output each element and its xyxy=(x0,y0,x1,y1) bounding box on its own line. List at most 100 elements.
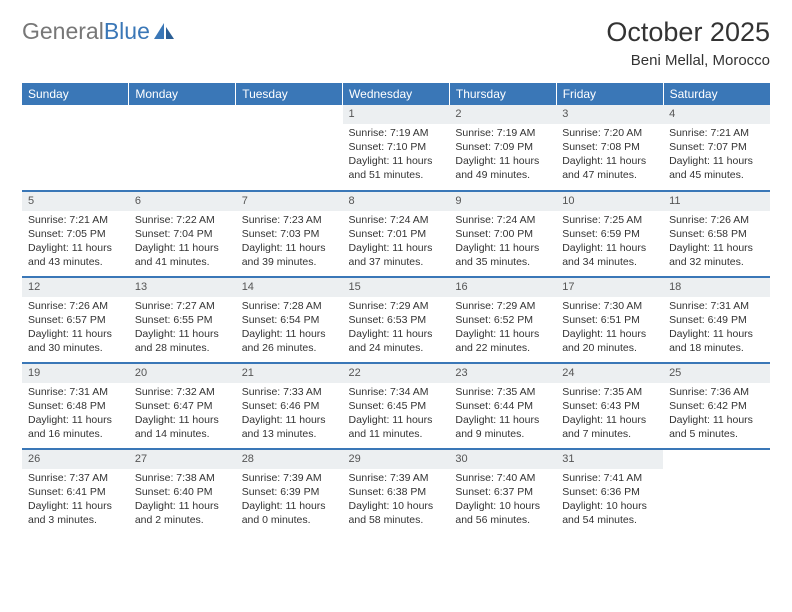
day-line: Sunrise: 7:38 AM xyxy=(135,471,230,485)
day-line: Sunrise: 7:29 AM xyxy=(455,299,550,313)
day-cell: 27Sunrise: 7:38 AMSunset: 6:40 PMDayligh… xyxy=(129,449,236,535)
day-cell xyxy=(22,105,129,191)
day-cell: 18Sunrise: 7:31 AMSunset: 6:49 PMDayligh… xyxy=(663,277,770,363)
day-line: Sunset: 6:47 PM xyxy=(135,399,230,413)
day-line: Sunset: 6:40 PM xyxy=(135,485,230,499)
day-cell: 24Sunrise: 7:35 AMSunset: 6:43 PMDayligh… xyxy=(556,363,663,449)
day-line: and 11 minutes. xyxy=(349,427,444,441)
day-number: 2 xyxy=(449,105,556,124)
day-line: and 30 minutes. xyxy=(28,341,123,355)
day-cell: 8Sunrise: 7:24 AMSunset: 7:01 PMDaylight… xyxy=(343,191,450,277)
day-line: Sunset: 6:37 PM xyxy=(455,485,550,499)
day-line: Sunrise: 7:19 AM xyxy=(455,126,550,140)
calendar-table: Sunday Monday Tuesday Wednesday Thursday… xyxy=(22,83,770,535)
day-line: Daylight: 11 hours xyxy=(562,154,657,168)
day-line: and 9 minutes. xyxy=(455,427,550,441)
day-line: Sunrise: 7:35 AM xyxy=(455,385,550,399)
day-line: Sunset: 6:44 PM xyxy=(455,399,550,413)
title-block: October 2025 Beni Mellal, Morocco xyxy=(606,18,770,69)
day-line: Sunrise: 7:41 AM xyxy=(562,471,657,485)
calendar-page: GeneralBlue October 2025 Beni Mellal, Mo… xyxy=(0,0,792,612)
day-cell: 14Sunrise: 7:28 AMSunset: 6:54 PMDayligh… xyxy=(236,277,343,363)
day-line: Sunset: 6:36 PM xyxy=(562,485,657,499)
day-line: and 35 minutes. xyxy=(455,255,550,269)
day-cell: 19Sunrise: 7:31 AMSunset: 6:48 PMDayligh… xyxy=(22,363,129,449)
day-line: and 28 minutes. xyxy=(135,341,230,355)
day-line: Sunrise: 7:29 AM xyxy=(349,299,444,313)
day-cell: 4Sunrise: 7:21 AMSunset: 7:07 PMDaylight… xyxy=(663,105,770,191)
day-number xyxy=(236,105,343,124)
day-line: and 47 minutes. xyxy=(562,168,657,182)
day-number: 28 xyxy=(236,450,343,469)
day-line: and 34 minutes. xyxy=(562,255,657,269)
day-line: and 26 minutes. xyxy=(242,341,337,355)
day-line: Sunset: 6:52 PM xyxy=(455,313,550,327)
day-number: 3 xyxy=(556,105,663,124)
day-line: and 5 minutes. xyxy=(669,427,764,441)
day-cell: 25Sunrise: 7:36 AMSunset: 6:42 PMDayligh… xyxy=(663,363,770,449)
day-cell: 21Sunrise: 7:33 AMSunset: 6:46 PMDayligh… xyxy=(236,363,343,449)
day-number: 20 xyxy=(129,364,236,383)
day-line: Daylight: 11 hours xyxy=(135,499,230,513)
day-line: and 2 minutes. xyxy=(135,513,230,527)
dayhdr-mon: Monday xyxy=(129,83,236,105)
day-number: 26 xyxy=(22,450,129,469)
dayhdr-fri: Friday xyxy=(556,83,663,105)
day-line: and 54 minutes. xyxy=(562,513,657,527)
day-number xyxy=(663,450,770,469)
day-cell: 15Sunrise: 7:29 AMSunset: 6:53 PMDayligh… xyxy=(343,277,450,363)
day-line: Daylight: 11 hours xyxy=(349,154,444,168)
day-number: 10 xyxy=(556,192,663,211)
day-line: and 0 minutes. xyxy=(242,513,337,527)
day-line: Sunrise: 7:21 AM xyxy=(28,213,123,227)
day-line: Sunset: 6:54 PM xyxy=(242,313,337,327)
day-line: Daylight: 10 hours xyxy=(349,499,444,513)
day-line: Sunrise: 7:33 AM xyxy=(242,385,337,399)
day-number: 9 xyxy=(449,192,556,211)
day-line: Sunrise: 7:24 AM xyxy=(455,213,550,227)
day-number: 29 xyxy=(343,450,450,469)
day-line: Daylight: 11 hours xyxy=(669,413,764,427)
day-cell xyxy=(129,105,236,191)
brand-logo: GeneralBlue xyxy=(22,18,175,45)
day-number: 23 xyxy=(449,364,556,383)
day-line: Sunrise: 7:32 AM xyxy=(135,385,230,399)
day-line: and 37 minutes. xyxy=(349,255,444,269)
day-number: 8 xyxy=(343,192,450,211)
day-number: 19 xyxy=(22,364,129,383)
day-line: Sunset: 6:39 PM xyxy=(242,485,337,499)
day-cell: 20Sunrise: 7:32 AMSunset: 6:47 PMDayligh… xyxy=(129,363,236,449)
day-line: Sunset: 7:03 PM xyxy=(242,227,337,241)
day-line: Sunset: 6:53 PM xyxy=(349,313,444,327)
day-number: 25 xyxy=(663,364,770,383)
day-line: Sunset: 7:10 PM xyxy=(349,140,444,154)
day-line: Sunrise: 7:27 AM xyxy=(135,299,230,313)
day-cell: 3Sunrise: 7:20 AMSunset: 7:08 PMDaylight… xyxy=(556,105,663,191)
sail-icon xyxy=(153,22,175,40)
day-line: Sunrise: 7:31 AM xyxy=(28,385,123,399)
day-cell: 11Sunrise: 7:26 AMSunset: 6:58 PMDayligh… xyxy=(663,191,770,277)
dayhdr-thu: Thursday xyxy=(449,83,556,105)
day-number: 12 xyxy=(22,278,129,297)
day-line: Sunset: 6:43 PM xyxy=(562,399,657,413)
day-line: Sunset: 6:46 PM xyxy=(242,399,337,413)
day-line: Daylight: 11 hours xyxy=(669,154,764,168)
dayhdr-wed: Wednesday xyxy=(343,83,450,105)
day-line: Sunrise: 7:24 AM xyxy=(349,213,444,227)
day-line: and 49 minutes. xyxy=(455,168,550,182)
day-line: Sunrise: 7:35 AM xyxy=(562,385,657,399)
day-line: Sunrise: 7:22 AM xyxy=(135,213,230,227)
day-line: Daylight: 11 hours xyxy=(28,413,123,427)
day-number: 6 xyxy=(129,192,236,211)
day-line: Sunset: 7:04 PM xyxy=(135,227,230,241)
day-cell: 29Sunrise: 7:39 AMSunset: 6:38 PMDayligh… xyxy=(343,449,450,535)
day-cell: 10Sunrise: 7:25 AMSunset: 6:59 PMDayligh… xyxy=(556,191,663,277)
brand-part2: Blue xyxy=(104,18,150,45)
day-cell: 12Sunrise: 7:26 AMSunset: 6:57 PMDayligh… xyxy=(22,277,129,363)
day-line: Daylight: 11 hours xyxy=(349,327,444,341)
day-line: Daylight: 11 hours xyxy=(669,327,764,341)
day-line: Sunset: 7:01 PM xyxy=(349,227,444,241)
day-line: Sunrise: 7:36 AM xyxy=(669,385,764,399)
dayhdr-sat: Saturday xyxy=(663,83,770,105)
day-line: and 20 minutes. xyxy=(562,341,657,355)
